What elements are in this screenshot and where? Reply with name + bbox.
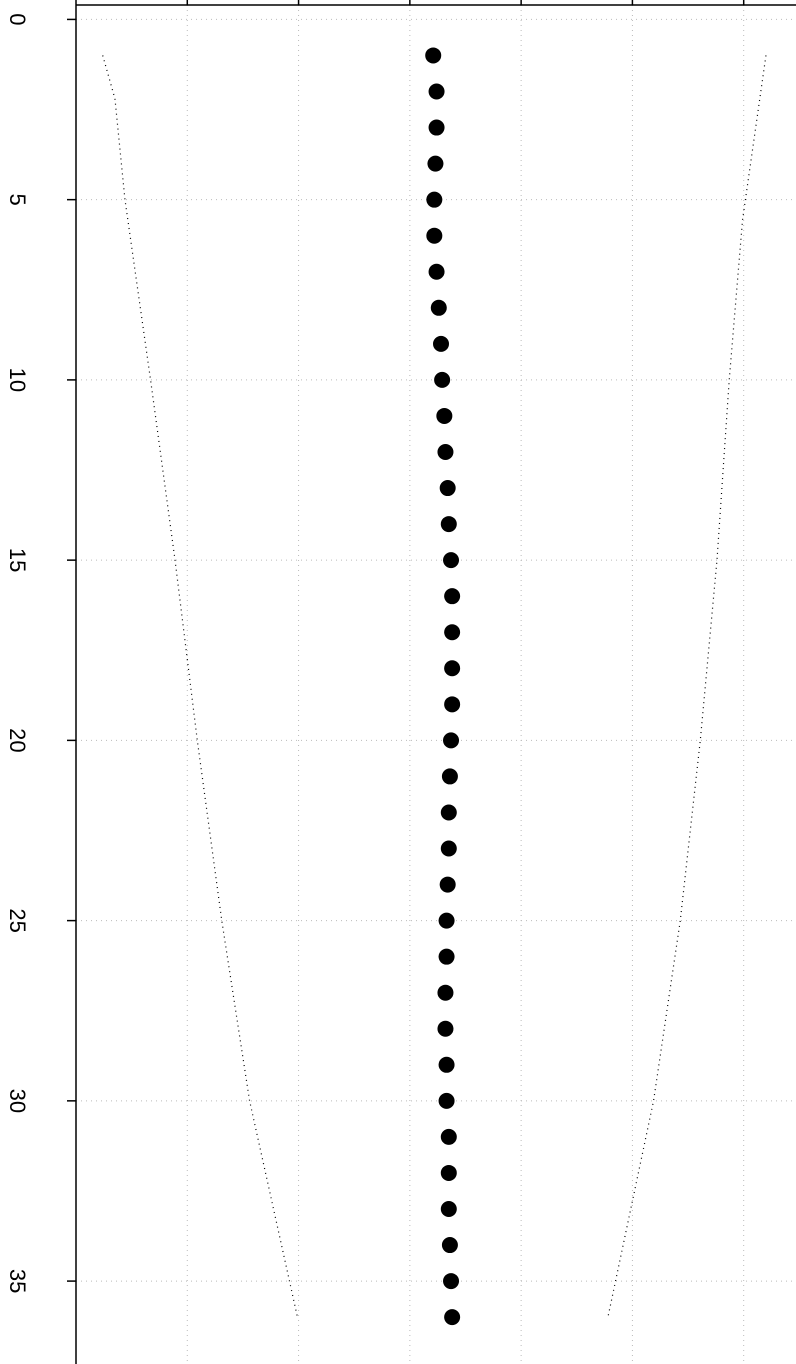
point: [426, 227, 443, 244]
point: [433, 335, 450, 352]
y-tick-label: 15: [5, 548, 30, 572]
point: [427, 155, 444, 172]
point: [444, 1309, 461, 1326]
point: [437, 984, 454, 1001]
y-tick-label: 35: [5, 1269, 30, 1293]
point: [426, 191, 443, 208]
point: [443, 552, 460, 569]
point: [441, 1237, 458, 1254]
y-tick-label: 5: [5, 194, 30, 206]
point: [439, 876, 456, 893]
point: [440, 516, 457, 533]
band-line: [607, 55, 767, 1318]
point: [437, 1020, 454, 1037]
point: [440, 1200, 457, 1217]
y-tick-label: 25: [5, 908, 30, 932]
point: [440, 1128, 457, 1145]
y-tick-label: 10: [5, 368, 30, 392]
point: [440, 804, 457, 821]
y-tick-label: 30: [5, 1089, 30, 1113]
point: [440, 840, 457, 857]
y-tick-label: 0: [5, 13, 30, 25]
point: [437, 443, 454, 460]
point: [444, 588, 461, 605]
point: [430, 299, 447, 316]
point: [438, 1056, 455, 1073]
point: [436, 407, 453, 424]
band-line: [102, 55, 299, 1318]
y-tick-label: 20: [5, 728, 30, 752]
point: [443, 732, 460, 749]
point: [428, 83, 445, 100]
point: [444, 624, 461, 641]
point: [439, 480, 456, 497]
point: [443, 1273, 460, 1290]
point: [441, 768, 458, 785]
point: [444, 696, 461, 713]
point: [438, 1092, 455, 1109]
point: [428, 119, 445, 136]
point: [444, 660, 461, 677]
point: [440, 1164, 457, 1181]
point: [428, 263, 445, 280]
point: [438, 912, 455, 929]
point: [425, 47, 442, 64]
point: [434, 371, 451, 388]
point: [438, 948, 455, 965]
